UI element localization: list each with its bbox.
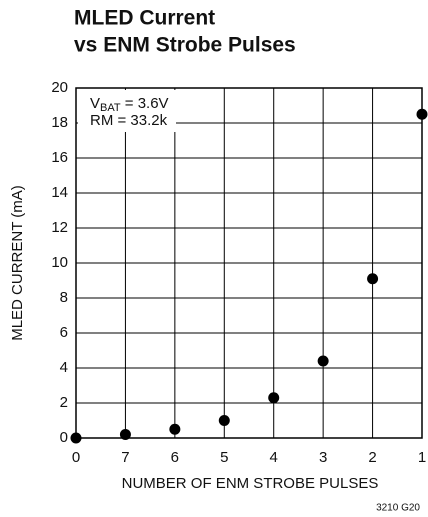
y-tick-label: 14 <box>51 184 68 201</box>
annotation-part: RM = 33.2k <box>90 112 168 129</box>
y-tick-label: 10 <box>51 254 68 271</box>
annotation-part: V <box>90 95 100 112</box>
data-point <box>169 423 181 435</box>
y-tick-label: 12 <box>51 219 68 236</box>
x-tick-label: 1 <box>418 449 426 466</box>
plot-frame <box>75 87 423 439</box>
x-tick-label: 7 <box>121 449 129 466</box>
annotation: RM = 33.2k <box>90 112 168 129</box>
annotation-part: = 3.6V <box>121 95 169 112</box>
annotation-box <box>78 90 176 132</box>
data-point <box>268 392 280 404</box>
x-tick-label: 2 <box>368 449 376 466</box>
y-tick-label: 4 <box>60 359 68 376</box>
x-tick-label: 4 <box>270 449 278 466</box>
data-point <box>416 108 428 120</box>
x-tick-label: 5 <box>220 449 228 466</box>
y-tick-label: 16 <box>51 149 68 166</box>
data-point <box>218 415 230 426</box>
y-tick-label: 18 <box>51 114 68 131</box>
data-point <box>119 429 131 440</box>
chart-title: vs ENM Strobe Pulses <box>74 34 296 57</box>
chart-title: MLED Current <box>74 7 215 30</box>
y-tick-label: 6 <box>60 324 68 341</box>
y-tick-label: 2 <box>60 394 68 411</box>
y-tick-label: 8 <box>60 289 68 306</box>
annotation: VBAT = 3.6V <box>90 95 169 114</box>
y-tick-label: 0 <box>60 429 68 446</box>
x-tick-label: 3 <box>319 449 327 466</box>
annotation-part: BAT <box>100 102 121 114</box>
y-axis-label: MLED CURRENT (mA) <box>9 185 26 341</box>
data-point <box>70 432 82 444</box>
figure-code: 3210 G20 <box>376 503 420 514</box>
x-tick-label: 6 <box>171 449 179 466</box>
data-point <box>317 355 329 367</box>
y-tick-label: 20 <box>51 79 68 96</box>
data-point <box>367 273 379 285</box>
x-tick-label: 0 <box>72 449 80 466</box>
x-axis-label: NUMBER OF ENM STROBE PULSES <box>122 475 379 492</box>
